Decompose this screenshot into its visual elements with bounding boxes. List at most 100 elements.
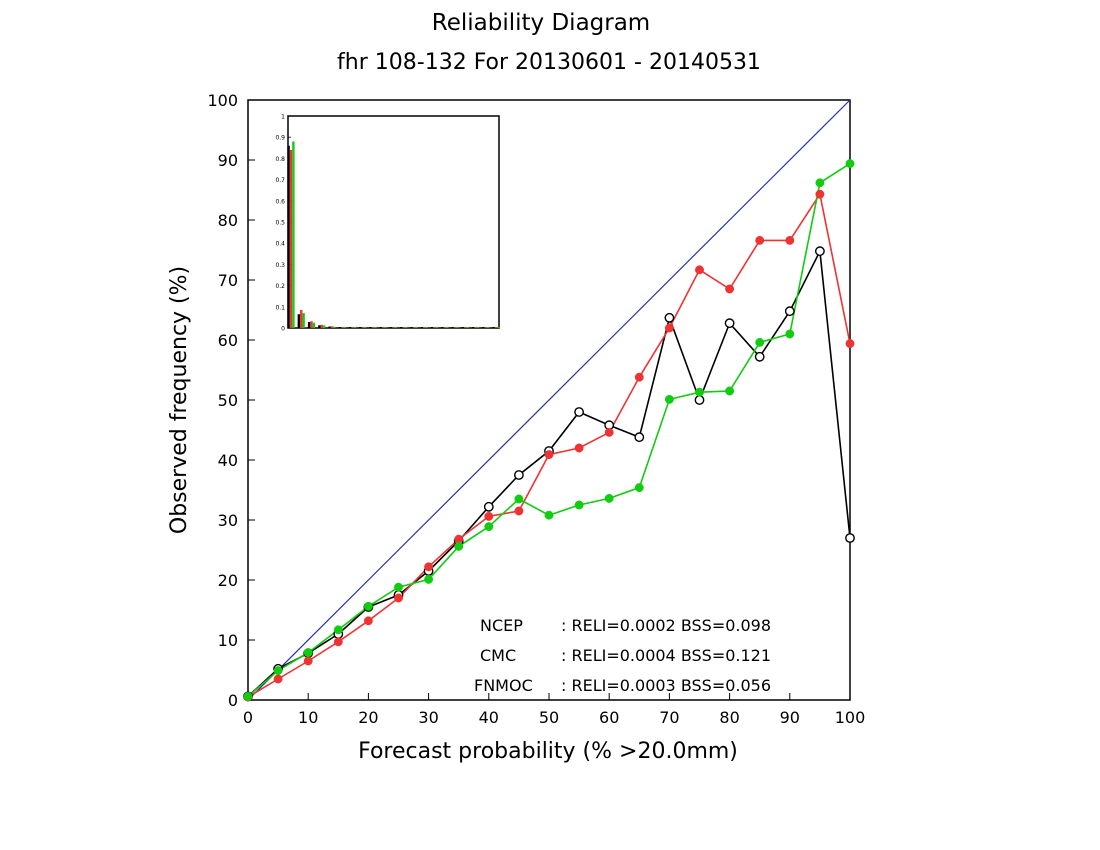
inset-histogram: 0 0.1 0.2 0.3 0.4 0.5 0.6 0.7 0.8 0.9 1 — [275, 114, 500, 333]
data-point-fnmoc — [273, 666, 283, 676]
legend-stats-fnmoc: : RELI=0.0003 BSS=0.056 — [561, 676, 771, 695]
data-point-cmc — [785, 235, 795, 245]
x-tick-label: 40 — [479, 708, 499, 727]
inset-bar-ncep — [430, 327, 434, 328]
data-point-fnmoc — [664, 394, 674, 404]
inset-bar-fnmoc — [445, 327, 449, 328]
data-point-fnmoc — [695, 387, 704, 397]
data-point-cmc — [634, 372, 644, 382]
inset-bar-fnmoc — [486, 327, 490, 328]
data-point-fnmoc — [394, 582, 403, 592]
inset-bar-ncep — [359, 327, 362, 328]
data-point-ncep — [784, 306, 795, 317]
data-point-cmc — [574, 443, 584, 453]
inset-bar-ncep — [328, 326, 331, 328]
x-tick-label: 50 — [539, 708, 559, 727]
inset-bar-cmc — [289, 149, 293, 328]
inset-tick-label: 0.7 — [275, 177, 285, 184]
inset-bar-ncep — [287, 145, 290, 328]
data-point-fnmoc — [514, 494, 524, 504]
data-point-fnmoc — [755, 337, 765, 347]
inset-bar-cmc — [300, 309, 303, 328]
inset-bar-cmc — [484, 327, 487, 328]
inset-bar-ncep — [338, 327, 342, 328]
inset-bar-fnmoc — [363, 327, 367, 328]
inset-bar-ncep — [410, 327, 413, 328]
series-layer — [243, 159, 855, 702]
data-point-ncep — [574, 407, 584, 417]
inset-bar-ncep — [389, 327, 393, 328]
inset-bar-fnmoc — [404, 327, 408, 328]
inset-bar-ncep — [379, 327, 383, 328]
inset-tick-label: 0 — [281, 326, 285, 333]
inset-tick-label: 0.5 — [275, 220, 285, 227]
inset-bar-ncep — [318, 325, 321, 328]
data-point-ncep — [634, 432, 645, 443]
data-point-fnmoc — [604, 493, 614, 503]
inset-bar-cmc — [474, 327, 477, 328]
y-tick-label: 40 — [218, 451, 238, 470]
data-point-fnmoc — [333, 625, 343, 635]
inset-bar-fnmoc — [312, 322, 316, 328]
inset-bar-ncep — [482, 327, 485, 328]
inset-bar-cmc — [412, 327, 416, 328]
data-point-fnmoc — [363, 601, 373, 611]
data-point-cmc — [815, 189, 825, 199]
y-tick-label: 60 — [218, 331, 238, 350]
data-point-cmc — [424, 562, 434, 572]
inset-bar-fnmoc — [322, 325, 326, 328]
legend-label-cmc: CMC — [480, 646, 516, 665]
inset-bar-cmc — [443, 327, 446, 328]
data-point-fnmoc — [845, 159, 855, 169]
data-point-fnmoc — [303, 648, 313, 658]
data-point-cmc — [695, 265, 704, 275]
inset-bars — [287, 141, 500, 328]
inset-bar-ncep — [492, 327, 495, 328]
inset-tick-label: 0.8 — [275, 156, 285, 163]
inset-bar-cmc — [382, 327, 385, 328]
inset-tick-label: 0.4 — [275, 241, 285, 248]
inset-bar-fnmoc — [476, 327, 480, 328]
inset-bar-fnmoc — [456, 327, 459, 328]
inset-tick-label: 0.6 — [275, 198, 285, 205]
data-point-cmc — [755, 235, 765, 245]
inset-bar-cmc — [464, 327, 467, 328]
inset-bar-ncep — [451, 327, 454, 328]
y-axis-ticks: 0 10 20 30 40 50 60 70 80 90 100 — [207, 91, 255, 710]
inset-bar-cmc — [433, 327, 436, 328]
inset-bar-cmc — [453, 327, 457, 328]
inset-bar-cmc — [494, 327, 498, 328]
inset-bar-fnmoc — [435, 327, 439, 328]
inset-bar-ncep — [420, 327, 424, 328]
inset-bar-ncep — [400, 327, 403, 328]
inset-tick-label: 0.1 — [275, 304, 285, 311]
y-tick-label: 20 — [218, 571, 238, 590]
inset-bar-fnmoc — [384, 327, 387, 328]
data-point-fnmoc — [544, 510, 554, 520]
x-tick-label: 10 — [298, 708, 318, 727]
chart-subtitle: fhr 108-132 For 20130601 - 20140531 — [337, 50, 761, 75]
inset-bar-fnmoc — [302, 313, 305, 328]
y-tick-label: 30 — [218, 511, 238, 530]
inset-bar-fnmoc — [466, 327, 469, 328]
inset-bar-cmc — [402, 327, 405, 328]
inset-bar-fnmoc — [415, 327, 418, 328]
x-tick-label: 30 — [418, 708, 438, 727]
data-point-cmc — [303, 656, 313, 666]
inset-bar-fnmoc — [425, 327, 428, 328]
data-point-cmc — [604, 427, 614, 437]
y-tick-label: 100 — [207, 91, 238, 110]
y-tick-label: 70 — [218, 271, 238, 290]
x-axis-ticks: 0 10 20 30 40 50 60 70 80 90 100 — [243, 693, 865, 727]
data-point-cmc — [725, 284, 735, 294]
inset-tick-label: 0.9 — [275, 135, 285, 142]
data-point-cmc — [484, 511, 494, 521]
y-axis-label: Observed frequency (%) — [167, 266, 192, 534]
data-point-ncep — [514, 470, 524, 480]
data-point-cmc — [273, 674, 283, 684]
data-point-fnmoc — [815, 178, 825, 188]
inset-bar-fnmoc — [333, 326, 336, 328]
data-point-ncep — [664, 312, 675, 323]
y-tick-label: 10 — [218, 631, 238, 650]
